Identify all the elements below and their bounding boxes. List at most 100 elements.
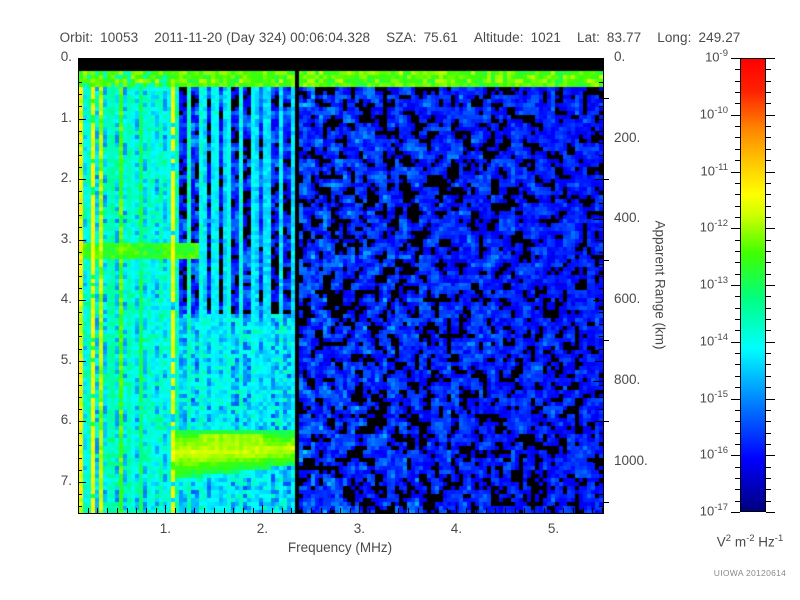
y-tick-minor bbox=[78, 130, 82, 132]
y-tick-major-r bbox=[595, 421, 603, 423]
x-tick-minor bbox=[378, 508, 380, 513]
x-tick-minor-t bbox=[543, 58, 545, 63]
x-tick-minor-t bbox=[204, 58, 206, 63]
x-tick-minor bbox=[116, 508, 118, 513]
colorbar-tick-minor bbox=[735, 216, 740, 218]
colorbar-tick-minor bbox=[766, 477, 771, 479]
colorbar-tick-minor bbox=[735, 103, 740, 105]
x-tick-minor bbox=[97, 508, 99, 513]
x-tick-minor bbox=[592, 508, 594, 513]
colorbar-tick-label: 10-13 bbox=[699, 275, 728, 292]
orbit-label: Orbit: bbox=[59, 30, 94, 45]
x-tick-minor-t bbox=[407, 58, 409, 63]
y-tick-minor bbox=[78, 505, 82, 507]
y-tick-minor bbox=[78, 251, 82, 253]
y-tick-minor-r bbox=[599, 445, 603, 447]
x-tick-minor-t bbox=[233, 58, 235, 63]
x-tick-minor bbox=[582, 508, 584, 513]
y-tick-minor bbox=[78, 70, 82, 72]
colorbar-tick-minor bbox=[766, 387, 771, 389]
y-tick-minor bbox=[78, 336, 82, 338]
colorbar-tick-major bbox=[731, 341, 740, 343]
x-tick-major bbox=[165, 505, 167, 513]
x-tick-minor bbox=[145, 508, 147, 513]
y-tick-minor bbox=[78, 263, 82, 265]
y2-tick-major bbox=[593, 58, 603, 59]
y-tick-minor bbox=[78, 215, 82, 217]
y-tick-label: 2. bbox=[60, 170, 72, 186]
x-tick-minor bbox=[475, 508, 477, 513]
y-tick-minor-r bbox=[599, 396, 603, 398]
y-tick-minor bbox=[78, 409, 82, 411]
x-tick-minor-t bbox=[378, 58, 380, 63]
colorbar-tick-minor bbox=[735, 80, 740, 82]
y-tick-minor-r bbox=[599, 215, 603, 217]
x-tick-minor-t bbox=[194, 58, 196, 63]
colorbar-tick-major bbox=[731, 512, 740, 513]
x-tick-minor-t bbox=[184, 58, 186, 63]
x-tick-minor bbox=[213, 508, 215, 513]
x-tick-major-t bbox=[262, 58, 264, 66]
x-tick-minor-t bbox=[582, 58, 584, 63]
x-tick-minor bbox=[446, 508, 448, 513]
y-tick-minor bbox=[78, 324, 82, 326]
colorbar-tick-minor bbox=[766, 194, 771, 196]
x-tick-minor-t bbox=[213, 58, 215, 63]
y-tick-minor bbox=[78, 372, 82, 374]
colorbar-tick-minor bbox=[766, 296, 771, 298]
y-tick-minor-r bbox=[599, 142, 603, 144]
x-tick-minor-t bbox=[572, 58, 574, 63]
y2-tick-major bbox=[593, 461, 603, 463]
x-tick-minor-t bbox=[534, 58, 536, 63]
x-tick-minor-t bbox=[320, 58, 322, 63]
y-tick-label: 5. bbox=[60, 351, 72, 367]
colorbar-tick-minor bbox=[766, 330, 771, 332]
x-tick-minor bbox=[310, 508, 312, 513]
colorbar-tick-minor bbox=[766, 148, 771, 150]
x-tick-minor bbox=[78, 508, 79, 513]
x-tick-minor-t bbox=[107, 58, 109, 63]
colorbar-tick-label: 10-17 bbox=[699, 502, 728, 519]
sza-value: 75.61 bbox=[423, 30, 458, 45]
x-tick-minor-t bbox=[87, 58, 89, 63]
colorbar-tick-minor bbox=[735, 432, 740, 434]
colorbar-tick-minor bbox=[735, 353, 740, 355]
x-tick-major bbox=[359, 505, 361, 513]
y-tick-minor bbox=[78, 191, 82, 193]
x-tick-minor-t bbox=[330, 58, 332, 63]
x-tick-minor-t bbox=[126, 58, 128, 63]
x-tick-minor bbox=[330, 508, 332, 513]
colorbar-tick-major bbox=[766, 171, 775, 173]
colorbar-tick-minor bbox=[735, 387, 740, 389]
x-tick-major-t bbox=[359, 58, 361, 66]
y-tick-major-r bbox=[595, 118, 603, 120]
y-tick-label: 4. bbox=[60, 291, 72, 307]
colorbar-tick-minor bbox=[735, 250, 740, 252]
x-tick-minor-t bbox=[398, 58, 400, 63]
x-tick-major-t bbox=[553, 58, 555, 66]
colorbar-tick-minor bbox=[735, 466, 740, 468]
x-tick-minor-t bbox=[349, 58, 351, 63]
x-tick-minor bbox=[563, 508, 565, 513]
y-tick-minor bbox=[78, 203, 82, 205]
y-tick-label: 1. bbox=[60, 109, 72, 125]
colorbar-tick-minor bbox=[735, 319, 740, 321]
colorbar-tick-minor bbox=[766, 160, 771, 162]
colorbar-tick-minor bbox=[766, 92, 771, 94]
y-tick-minor bbox=[78, 433, 82, 435]
x-tick-minor bbox=[155, 508, 157, 513]
colorbar-tick-minor bbox=[735, 182, 740, 184]
colorbar-tick-label: 10-15 bbox=[699, 388, 728, 405]
y-tick-major-r bbox=[595, 179, 603, 181]
y-tick-major-r bbox=[595, 239, 603, 241]
x-tick-minor bbox=[543, 508, 545, 513]
colorbar-tick-label: 10-12 bbox=[699, 218, 728, 235]
y-tick-minor bbox=[78, 154, 82, 156]
colorbar-container bbox=[740, 58, 766, 512]
colorbar-tick-minor bbox=[766, 421, 771, 423]
x-tick-minor bbox=[301, 508, 303, 513]
x-tick-label: 4. bbox=[450, 521, 463, 536]
y-tick-label: 7. bbox=[60, 472, 72, 488]
x-tick-minor-t bbox=[417, 58, 419, 63]
